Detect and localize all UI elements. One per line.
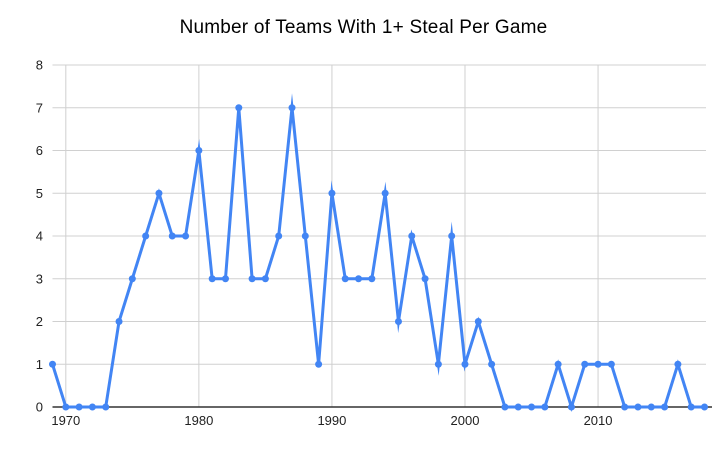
series-line — [51, 93, 706, 413]
data-point[interactable] — [195, 147, 203, 154]
data-point[interactable] — [461, 360, 469, 368]
data-point[interactable] — [168, 232, 176, 240]
data-point[interactable] — [581, 360, 589, 368]
data-point[interactable] — [448, 232, 456, 240]
x-tick-label: 2010 — [584, 413, 613, 428]
y-tick-label: 1 — [36, 357, 43, 372]
data-point[interactable] — [434, 360, 442, 368]
data-point[interactable] — [62, 403, 70, 411]
data-point[interactable] — [128, 275, 136, 283]
data-point[interactable] — [501, 403, 509, 411]
data-point[interactable] — [49, 360, 56, 368]
data-point[interactable] — [328, 189, 336, 197]
data-point[interactable] — [514, 403, 522, 411]
data-point[interactable] — [368, 275, 376, 283]
data-point[interactable] — [634, 403, 642, 411]
data-point[interactable] — [355, 275, 363, 283]
y-tick-label: 7 — [36, 100, 43, 115]
data-point[interactable] — [528, 403, 536, 411]
y-tick-label: 8 — [36, 58, 43, 73]
x-tick-label: 1980 — [184, 413, 213, 428]
data-point[interactable] — [594, 360, 602, 368]
data-point[interactable] — [301, 232, 309, 240]
data-point[interactable] — [288, 104, 296, 112]
y-tick-label: 6 — [36, 143, 43, 158]
chart-title: Number of Teams With 1+ Steal Per Game — [179, 17, 548, 38]
data-point[interactable] — [607, 360, 615, 368]
data-point[interactable] — [394, 318, 402, 325]
data-point[interactable] — [315, 360, 323, 368]
data-point[interactable] — [674, 360, 682, 368]
data-point[interactable] — [235, 104, 243, 112]
data-point[interactable] — [115, 318, 123, 325]
y-tick-label: 3 — [36, 271, 43, 286]
data-point[interactable] — [208, 275, 216, 283]
data-point[interactable] — [182, 232, 190, 240]
y-tick-label: 4 — [36, 229, 43, 244]
data-point[interactable] — [341, 275, 349, 283]
y-tick-label: 5 — [36, 186, 43, 201]
data-point[interactable] — [647, 403, 655, 411]
data-point[interactable] — [421, 275, 429, 283]
data-point[interactable] — [554, 360, 562, 368]
x-tick-label: 1990 — [317, 413, 346, 428]
data-point[interactable] — [701, 403, 708, 411]
data-point[interactable] — [75, 403, 83, 411]
data-point[interactable] — [142, 232, 150, 240]
y-tick-label: 0 — [36, 400, 43, 415]
data-point[interactable] — [381, 189, 389, 197]
data-point[interactable] — [687, 403, 695, 411]
data-point[interactable] — [661, 403, 669, 411]
data-point[interactable] — [408, 232, 416, 240]
data-point[interactable] — [155, 189, 163, 197]
data-point[interactable] — [261, 275, 269, 283]
data-point[interactable] — [621, 403, 629, 411]
data-point[interactable] — [474, 318, 482, 325]
y-tick-label: 2 — [36, 314, 43, 329]
data-point[interactable] — [102, 403, 110, 411]
data-point[interactable] — [275, 232, 283, 240]
data-point[interactable] — [88, 403, 96, 411]
data-point[interactable] — [248, 275, 256, 283]
data-point[interactable] — [488, 360, 496, 368]
data-point[interactable] — [567, 403, 575, 411]
x-tick-label: 1970 — [51, 413, 80, 428]
data-point[interactable] — [541, 403, 549, 411]
data-point[interactable] — [221, 275, 229, 283]
x-tick-label: 2000 — [451, 413, 480, 428]
